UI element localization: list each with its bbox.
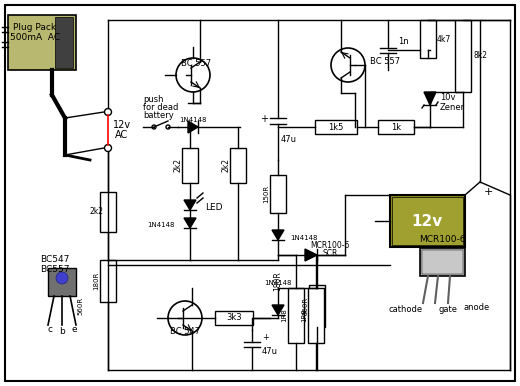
Text: BC 547: BC 547 bbox=[170, 327, 200, 337]
Text: 560R: 560R bbox=[77, 297, 83, 315]
Text: 2k2: 2k2 bbox=[89, 208, 103, 217]
Circle shape bbox=[105, 144, 111, 151]
Text: battery: battery bbox=[143, 112, 174, 120]
Bar bbox=[309, 285, 325, 327]
Text: 12v: 12v bbox=[113, 120, 131, 130]
Text: 47u: 47u bbox=[281, 135, 297, 144]
Bar bbox=[100, 192, 116, 232]
Text: gate: gate bbox=[438, 305, 458, 315]
Text: e: e bbox=[71, 325, 77, 335]
Bar bbox=[422, 250, 463, 274]
Text: +: + bbox=[484, 187, 493, 197]
Circle shape bbox=[105, 108, 111, 115]
Circle shape bbox=[56, 272, 68, 284]
Text: anode: anode bbox=[463, 303, 489, 313]
Bar bbox=[392, 197, 463, 245]
Text: 180R: 180R bbox=[274, 271, 282, 291]
Bar bbox=[420, 248, 465, 276]
Circle shape bbox=[152, 125, 156, 129]
Text: 47u: 47u bbox=[262, 347, 278, 357]
Bar bbox=[420, 20, 436, 58]
Text: 1R8: 1R8 bbox=[281, 308, 287, 322]
Text: SCR: SCR bbox=[322, 249, 337, 257]
Polygon shape bbox=[188, 121, 198, 133]
Text: 1R8: 1R8 bbox=[301, 308, 307, 322]
Text: +: + bbox=[262, 334, 269, 342]
Text: Plug Pack: Plug Pack bbox=[14, 22, 57, 32]
Text: 500mA  AC: 500mA AC bbox=[10, 32, 60, 42]
Polygon shape bbox=[184, 200, 196, 210]
Circle shape bbox=[166, 125, 170, 129]
Text: c: c bbox=[47, 325, 53, 335]
Text: cathode: cathode bbox=[389, 305, 423, 315]
Text: 1N4148: 1N4148 bbox=[290, 235, 318, 241]
Text: 4k7: 4k7 bbox=[437, 34, 451, 44]
Bar bbox=[48, 268, 76, 296]
Text: BC 557: BC 557 bbox=[181, 59, 211, 68]
Text: 2k2: 2k2 bbox=[222, 158, 230, 172]
Text: MCR100-6: MCR100-6 bbox=[310, 240, 349, 249]
Bar bbox=[455, 20, 471, 92]
Text: 1k: 1k bbox=[391, 122, 401, 132]
Text: 180R: 180R bbox=[93, 272, 99, 290]
Circle shape bbox=[331, 48, 365, 82]
Bar bbox=[100, 260, 116, 302]
Bar bbox=[215, 311, 253, 325]
Text: 1N4148: 1N4148 bbox=[148, 222, 175, 228]
Text: push: push bbox=[143, 95, 163, 105]
Bar bbox=[270, 175, 286, 213]
Text: 8k2: 8k2 bbox=[473, 51, 487, 61]
Bar bbox=[390, 195, 465, 247]
Text: 560R: 560R bbox=[302, 297, 308, 315]
Bar bbox=[288, 288, 304, 343]
Polygon shape bbox=[424, 92, 436, 105]
Bar bbox=[8, 15, 76, 70]
Text: BC557: BC557 bbox=[40, 266, 70, 274]
Text: 12v: 12v bbox=[411, 213, 443, 229]
Polygon shape bbox=[272, 230, 284, 240]
Polygon shape bbox=[305, 249, 317, 261]
Text: 10v: 10v bbox=[440, 93, 456, 102]
Text: Zener: Zener bbox=[440, 103, 465, 112]
Text: 1N4148: 1N4148 bbox=[264, 280, 292, 286]
Text: 1k5: 1k5 bbox=[328, 122, 344, 132]
Text: +: + bbox=[260, 114, 268, 124]
Bar bbox=[308, 288, 324, 343]
Polygon shape bbox=[272, 305, 284, 315]
Text: 1n: 1n bbox=[398, 37, 409, 46]
Text: BC 557: BC 557 bbox=[370, 58, 400, 66]
Text: MCR100-6: MCR100-6 bbox=[419, 235, 465, 244]
Bar bbox=[378, 120, 414, 134]
Circle shape bbox=[176, 58, 210, 92]
Text: 150R: 150R bbox=[263, 185, 269, 203]
Text: LED: LED bbox=[205, 203, 223, 212]
Bar bbox=[315, 120, 357, 134]
Text: AC: AC bbox=[115, 130, 128, 140]
Text: 3k3: 3k3 bbox=[226, 313, 242, 322]
Bar bbox=[55, 17, 73, 68]
Text: 2k2: 2k2 bbox=[174, 158, 183, 172]
Text: for dead: for dead bbox=[143, 103, 178, 112]
Text: 1N4148: 1N4148 bbox=[179, 117, 207, 123]
Text: BC547: BC547 bbox=[40, 256, 69, 264]
Circle shape bbox=[168, 301, 202, 335]
Polygon shape bbox=[184, 218, 196, 228]
Bar bbox=[182, 148, 198, 183]
Bar bbox=[230, 148, 246, 183]
Text: b: b bbox=[59, 327, 65, 337]
